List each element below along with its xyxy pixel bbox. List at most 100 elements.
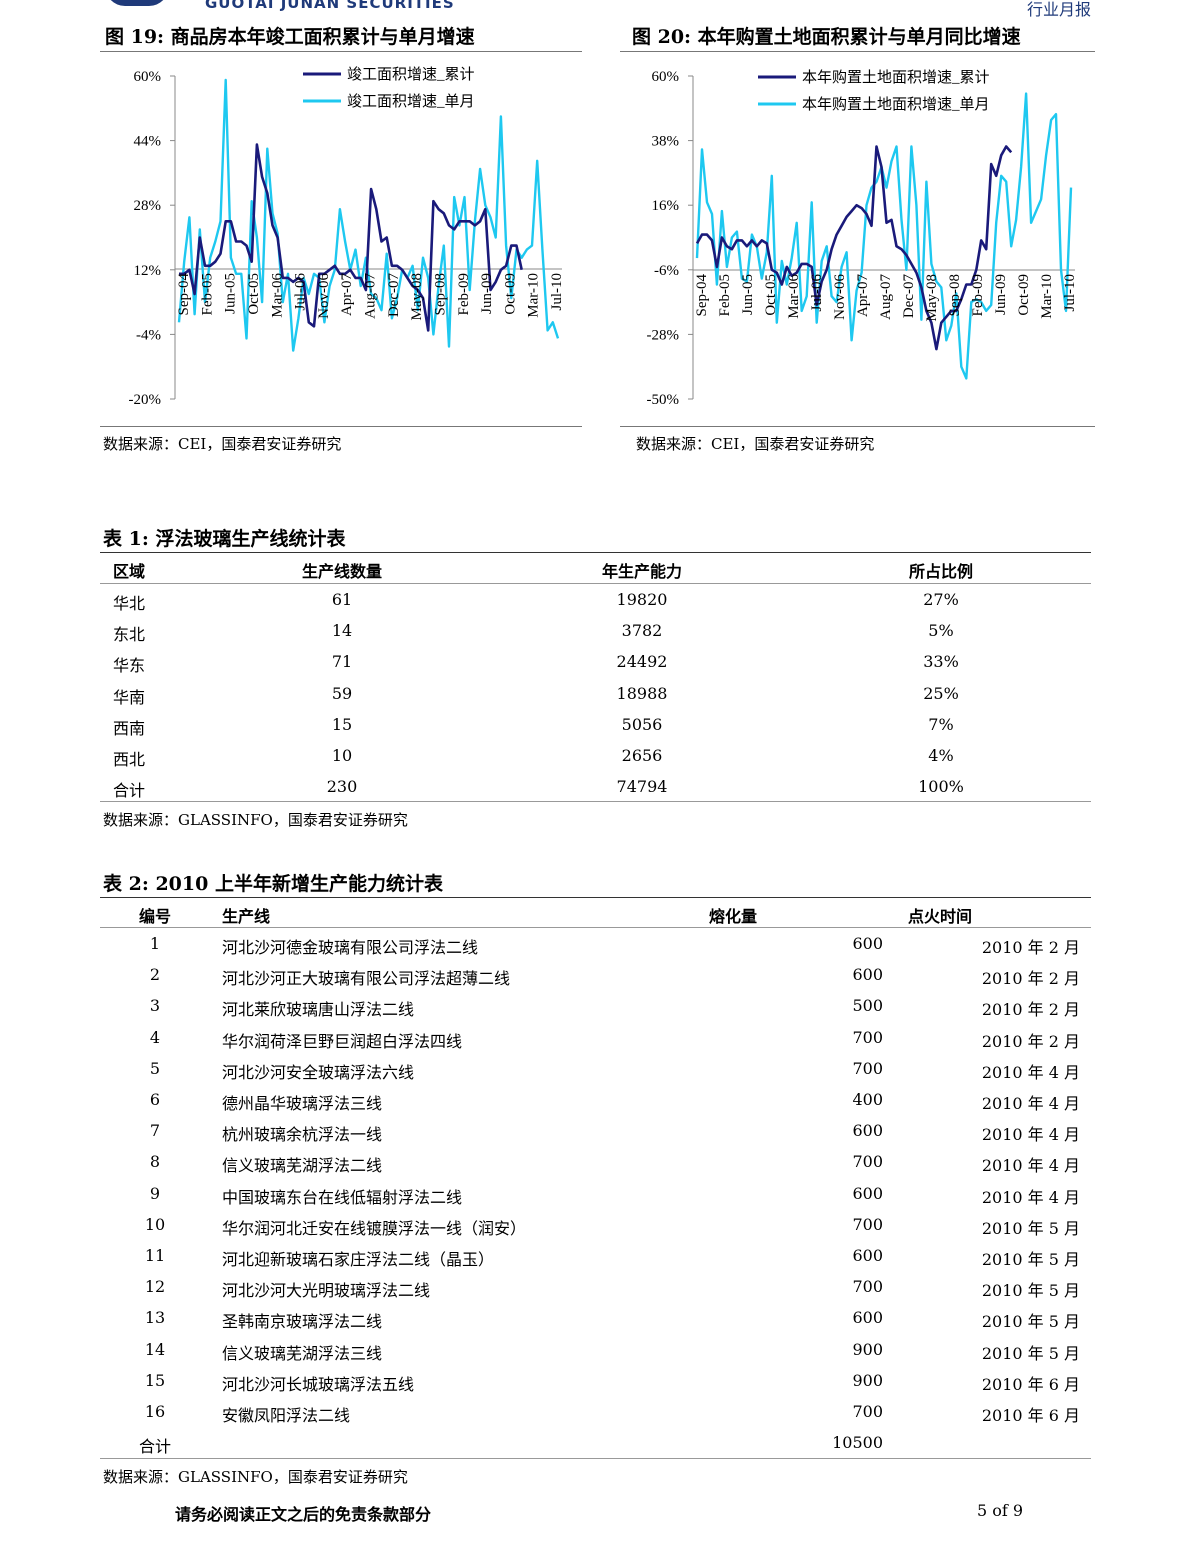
table2-cell-date: 2010 年 5 月 [981, 1218, 1080, 1238]
table1-cell: 33% [923, 652, 959, 672]
table1-cell: 华北 [113, 594, 146, 613]
table2-cell-id: 8 [149, 1152, 161, 1172]
figure20-y-tick-label: 60% [652, 69, 680, 85]
table1-cell: 19820 [616, 590, 668, 609]
table2-cell-date: 2010 年 2 月 [981, 1000, 1080, 1020]
figure20-bottom-rule [620, 426, 1095, 427]
report-type: 行业月报 [1026, 0, 1091, 19]
figure19-x-tick-label: Feb-05 [199, 273, 215, 316]
figure19-chart: 60% 44% 28% 12% -4% -20% Sep-04 Feb-05 Jun-05 Oct… [129, 66, 566, 408]
company-logo [105, 0, 169, 6]
company-brand: GUOTAI JUNAN SECURITIES [205, 0, 455, 12]
table1-cell: 25% [923, 683, 959, 703]
table1-header-cell: 年生产能力 [601, 562, 682, 581]
figure19-x-tick-label: Jun-09 [479, 273, 495, 314]
table1-top-rule [100, 552, 1091, 553]
figure20-x-tick-label: Mar-10 [1039, 274, 1055, 319]
table2-cell-id: 9 [149, 1183, 161, 1203]
figure19-bottom-rule [100, 426, 582, 427]
figure20-x-tick-label: Nov-06 [832, 274, 848, 320]
table2-cell-capacity: 600 [852, 1121, 883, 1141]
table1-source: 数据来源：GLASSINFO，国泰君安证券研究 [103, 811, 408, 829]
table2-cell-line: 河北沙河德金玻璃有限公司浮法二线 [222, 938, 479, 957]
figure19-y-tick-label: -20% [129, 392, 162, 408]
figure20-x-tick-label: May-08 [924, 274, 940, 322]
table2-cell-date: 2010 年 2 月 [981, 938, 1080, 957]
table2-cell-capacity: 700 [852, 1058, 883, 1078]
table2-cell-date: 2010 年 2 月 [981, 1031, 1080, 1051]
table1-cell: 24492 [616, 652, 668, 672]
table2-cell-id: 2 [149, 965, 161, 985]
table2-cell-date: 2010 年 5 月 [981, 1250, 1080, 1269]
figure20-legend-label: 本年购置土地面积增速_单月 [802, 96, 990, 113]
table1-cell: 2656 [621, 746, 663, 765]
table1-cell: 华东 [113, 656, 146, 676]
table2-cell-line: 河北沙河安全玻璃浮法六线 [222, 1062, 415, 1082]
table2-header-rule [100, 927, 1091, 928]
table1-cell: 东北 [113, 625, 146, 645]
table2-cell-id: 12 [144, 1277, 166, 1297]
table2-cell-date: 2010 年 5 月 [981, 1312, 1080, 1332]
figure20-x-tick-label: Jun-09 [993, 274, 1009, 315]
table1-cell: 华南 [113, 687, 146, 707]
table2-cell-capacity: 600 [852, 1246, 883, 1265]
table2-total-value: 10500 [832, 1433, 883, 1453]
table2-cell-capacity: 600 [852, 965, 883, 985]
figure20-x-tick-label: Dec-07 [901, 274, 917, 319]
table2-cell-line: 德州晶华玻璃浮法三线 [222, 1094, 383, 1113]
figure19-x-tick-label: Sep-08 [432, 273, 448, 316]
figure20-x-tick-label: Aug-07 [878, 274, 894, 320]
table1-cell: 18988 [616, 683, 668, 703]
table1-cell: 合计 [113, 781, 146, 801]
table2-cell-line: 华尔润河北迁安在线镀膜浮法一线（润安） [222, 1218, 527, 1238]
figure19-legend-label: 竣工面积增速_单月 [347, 93, 475, 110]
table2-cell-date: 2010 年 5 月 [981, 1343, 1080, 1363]
figure20-chart: 60% 38% 16% -6% -28% -50% Sep-04 Feb-05 Jun-05 Oc… [647, 69, 1079, 408]
table2-cell-date: 2010 年 4 月 [981, 1062, 1080, 1082]
figure20-legend-label: 本年购置土地面积增速_累计 [802, 69, 990, 86]
table1-header-rule [100, 583, 1091, 584]
table2-bottom-rule [100, 1458, 1091, 1459]
table2-header-cell: 编号 [138, 907, 171, 926]
table1-cell: 61 [331, 590, 353, 609]
table1-cell: 15 [331, 714, 353, 734]
figure19-series-monthly [177, 78, 560, 352]
figure19-x-tick-label: Aug-07 [363, 273, 379, 319]
table2-cell-capacity: 700 [852, 1152, 883, 1172]
table2-cell-id: 15 [144, 1370, 166, 1390]
figure19-y-tick-label: -4% [136, 327, 161, 343]
table2-cell-line: 河北迎新玻璃石家庄浮法二线（晶玉） [222, 1250, 495, 1269]
table2-cell-capacity: 600 [852, 934, 883, 953]
figure19-x-tick-label: Nov-06 [316, 273, 332, 319]
figure20-y-tick-label: -6% [654, 263, 679, 279]
figure19-legend-label: 竣工面积增速_累计 [347, 66, 475, 83]
figure20-top-rule [620, 51, 1095, 52]
table2-cell-line: 信义玻璃芜湖浮法二线 [222, 1156, 383, 1176]
table2-header-cell: 熔化量 [708, 907, 757, 926]
figure20-series-cumulative [695, 145, 1013, 351]
table1-cell: 74794 [616, 777, 668, 797]
figure20-y-tick-label: -28% [647, 327, 680, 343]
table2-cell-id: 6 [149, 1090, 161, 1109]
table2-cell-id: 5 [149, 1058, 161, 1078]
figure20-series-monthly [695, 92, 1073, 380]
table2-cell-capacity: 700 [852, 1402, 883, 1421]
figure20-x-tick-label: Jul-06 [809, 274, 825, 312]
table2-cell-id: 4 [149, 1027, 161, 1047]
table2-cell-id: 7 [149, 1121, 161, 1141]
table2-cell-capacity: 900 [852, 1339, 883, 1359]
figure19-x-tick-label: Mar-06 [269, 273, 285, 318]
table2-header-cell: 点火时间 [907, 907, 972, 926]
table2-cell-id: 14 [144, 1339, 166, 1359]
disclaimer-note: 请务必阅读正文之后的免责条款部分 [175, 1505, 432, 1524]
table2-total-label: 合计 [138, 1437, 171, 1457]
table1-cell: 71 [331, 652, 353, 672]
figure19-y-tick-label: 28% [134, 198, 162, 214]
figure20-x-tick-label: Sep-08 [947, 274, 963, 317]
table2-cell-line: 信义玻璃芜湖浮法三线 [222, 1343, 383, 1363]
figure19-series-cumulative [179, 143, 523, 332]
figure20-x-tick-label: Sep-04 [694, 274, 710, 317]
figure20-y-tick-label: -50% [647, 392, 680, 408]
figure20-source: 数据来源：CEI，国泰君安证券研究 [636, 435, 875, 453]
table2-cell-capacity: 700 [852, 1277, 883, 1297]
